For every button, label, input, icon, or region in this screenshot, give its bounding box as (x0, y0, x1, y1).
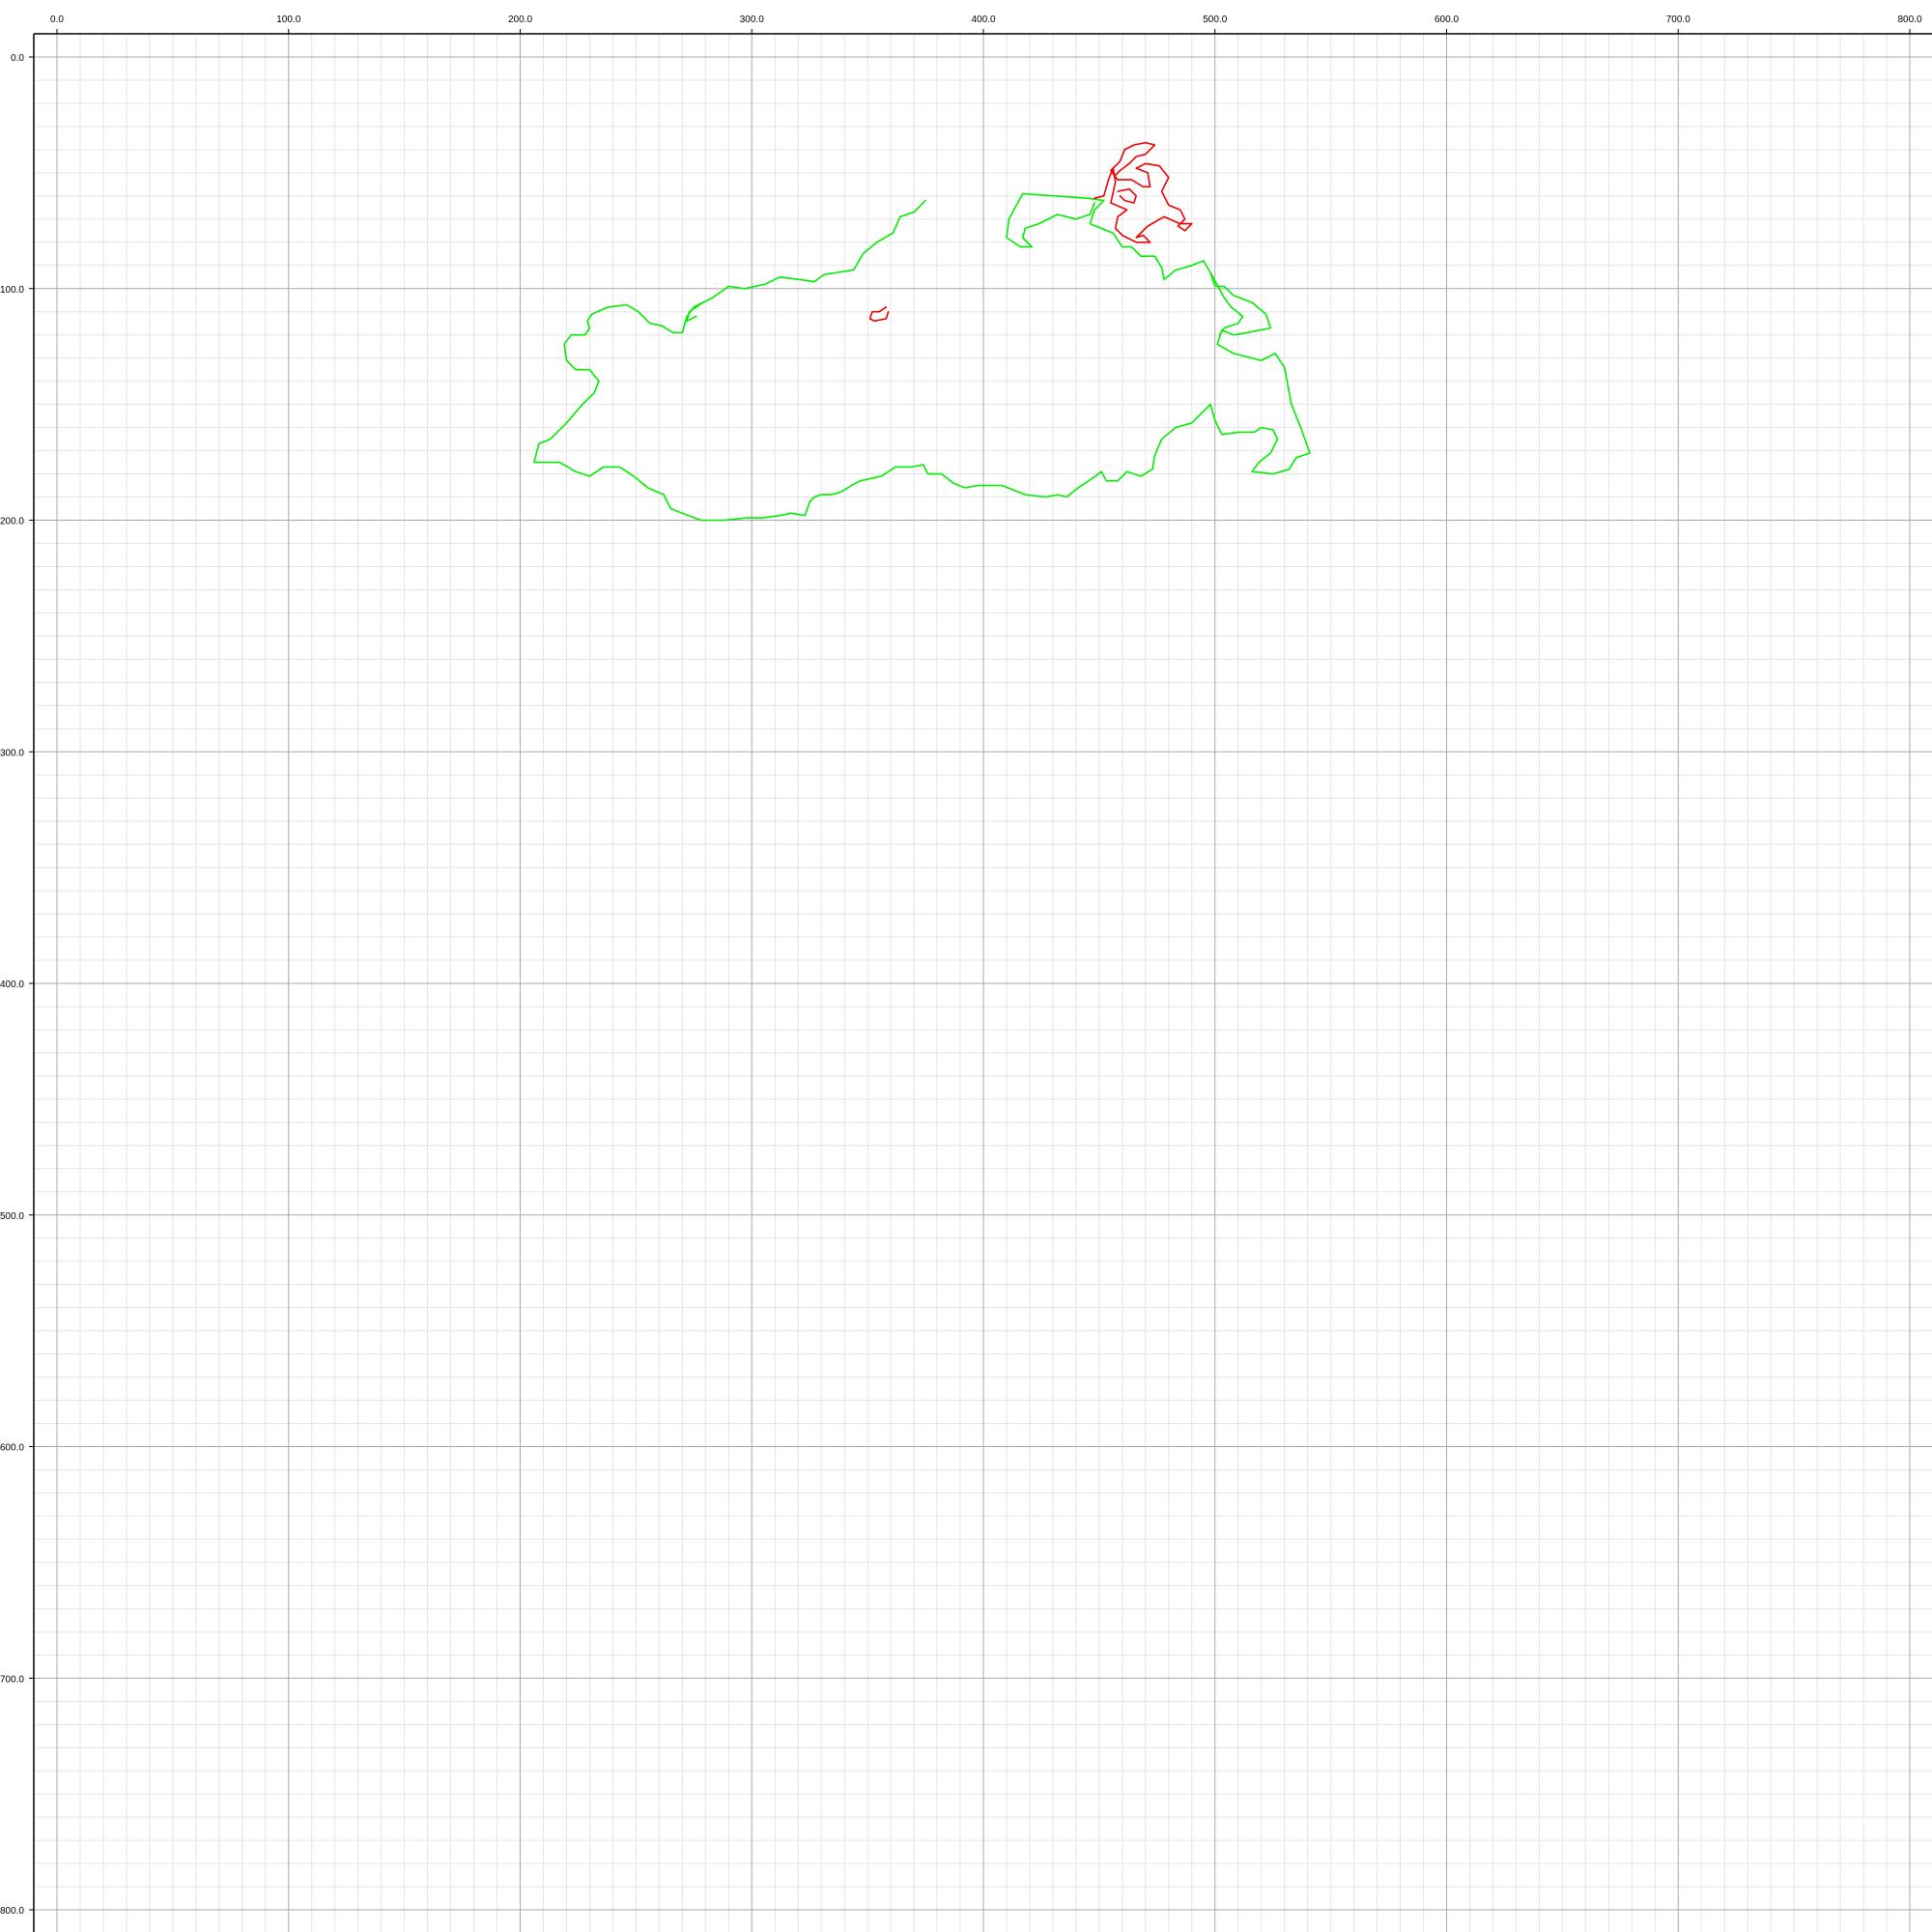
green-inner-lines[interactable] (1006, 192, 1095, 248)
x-tick-label: 300.0 (740, 14, 764, 25)
x-tick-label: 800.0 (1897, 14, 1921, 25)
red-small[interactable] (868, 306, 890, 323)
y-tick-label: 200.0 (0, 517, 24, 527)
y-tick-label: 600.0 (0, 1443, 24, 1454)
x-tick-label: 500.0 (1203, 14, 1227, 25)
y-tick-label: 500.0 (0, 1211, 24, 1222)
shape-layer[interactable] (533, 141, 1311, 522)
x-tick-label: 0.0 (50, 14, 64, 25)
y-axis-ticks: 0.0 100.0 200.0 300.0 400.0 500.0 600.0 700.0 80… (0, 53, 34, 1917)
red-outline[interactable] (1094, 141, 1193, 243)
y-tick-label: 100.0 (0, 285, 24, 296)
red-inner-loop[interactable] (1117, 187, 1137, 204)
green-east-inner[interactable] (1209, 271, 1244, 336)
y-tick-label: 0.0 (11, 53, 24, 64)
green-west-inner[interactable] (686, 301, 704, 323)
x-tick-label: 100.0 (276, 14, 300, 25)
major-grid (34, 34, 1932, 1932)
y-tick-label: 700.0 (0, 1674, 24, 1685)
green-outline[interactable] (533, 192, 1311, 522)
x-tick-label: 400.0 (971, 14, 995, 25)
y-tick-label: 400.0 (0, 980, 24, 990)
x-tick-label: 700.0 (1666, 14, 1690, 25)
x-tick-label: 600.0 (1435, 14, 1459, 25)
y-tick-label: 300.0 (0, 748, 24, 758)
y-tick-label: 800.0 (0, 1906, 24, 1917)
x-axis-ticks: 0.0 100.0 200.0 300.0 400.0 500.0 600.0 700.0 80… (50, 14, 1922, 34)
x-tick-label: 200.0 (508, 14, 532, 25)
